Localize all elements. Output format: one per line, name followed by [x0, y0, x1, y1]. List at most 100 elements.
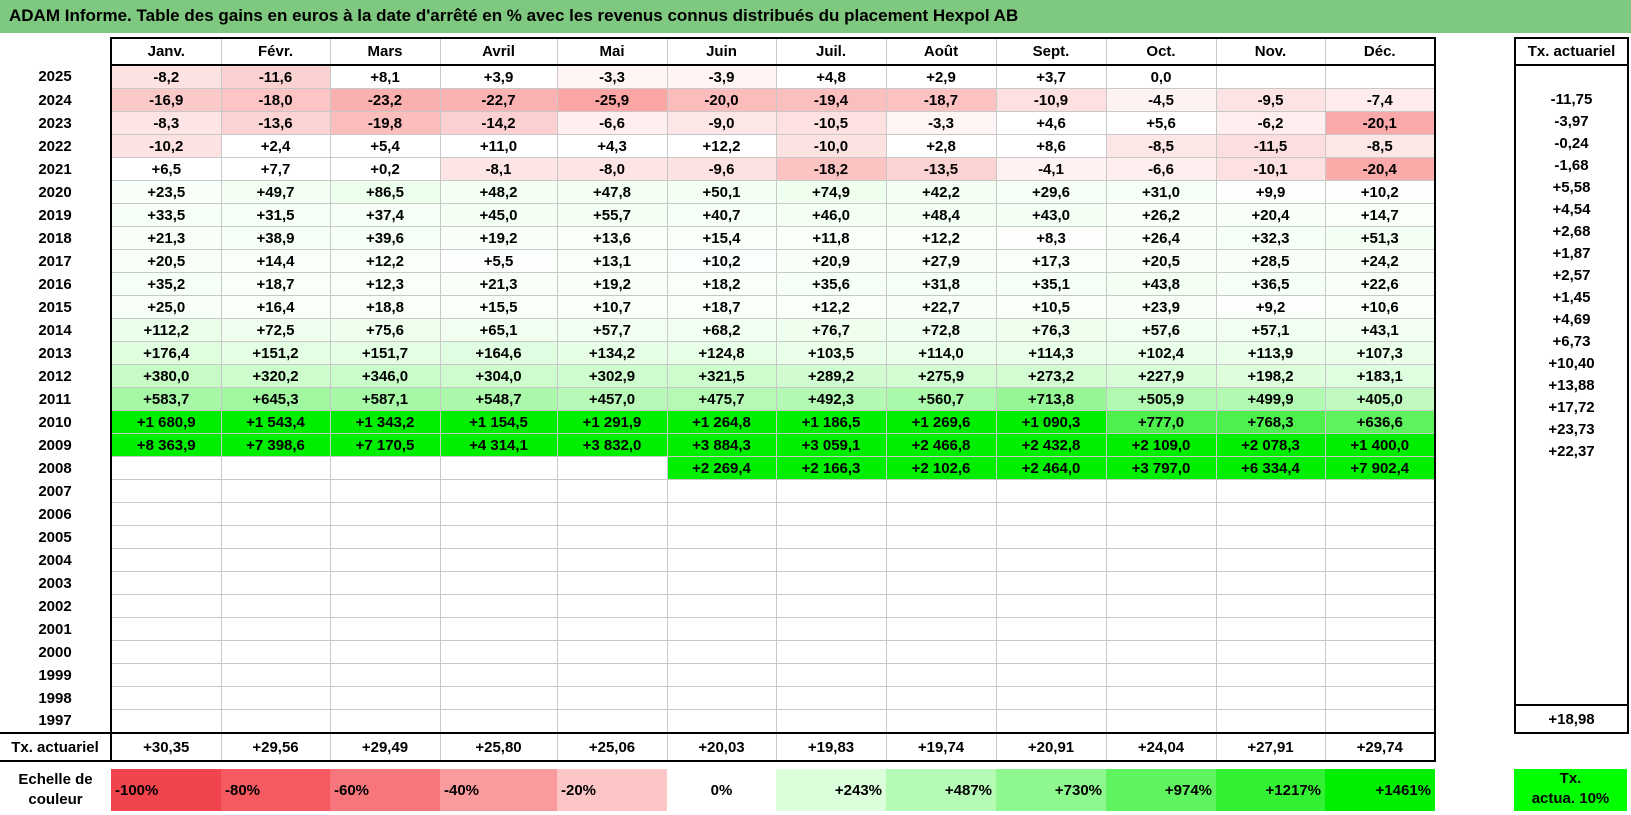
gain-cell — [110, 640, 222, 664]
gain-cell — [329, 617, 441, 641]
table-row: 2024 -16,9 -18,0 -23,2 -22,7 -25,9 -20,0 -19,4-… — [0, 88, 1436, 112]
actuarial-rate-cell: +4,54 — [1514, 198, 1629, 220]
gain-cell: +183,1 — [1324, 364, 1436, 388]
gain-cell — [995, 640, 1107, 664]
side-row — [1514, 65, 1629, 88]
gain-cell: +45,0 — [439, 203, 558, 227]
gain-cell: +103,5 — [775, 341, 887, 365]
gain-cell: +289,2 — [775, 364, 887, 388]
gain-cell: +72,8 — [885, 318, 997, 342]
gain-cell — [1324, 525, 1436, 549]
actuarial-rate-cell: +17,72 — [1514, 396, 1629, 418]
gain-cell: +13,1 — [556, 249, 668, 273]
gain-cell: +43,1 — [1324, 318, 1436, 342]
gain-cell: +2 269,4 — [666, 456, 777, 480]
gain-cell: +50,1 — [666, 180, 777, 204]
gain-cell — [1105, 571, 1217, 595]
gain-cell — [220, 571, 331, 595]
gain-cell: +11,0 — [439, 134, 558, 158]
gain-cell: +31,5 — [220, 203, 331, 227]
actuarial-rate-cell: -1,68 — [1514, 154, 1629, 176]
gain-cell: +2 078,3 — [1215, 433, 1326, 457]
gain-cell — [775, 640, 887, 664]
gain-cell: +2 166,3 — [775, 456, 887, 480]
gain-cell: +38,9 — [220, 226, 331, 250]
gain-cell — [439, 456, 558, 480]
gain-cell: +380,0 — [110, 364, 222, 388]
gain-cell — [1105, 548, 1217, 572]
gain-cell: +1 186,5 — [775, 410, 887, 434]
gain-cell: +18,8 — [329, 295, 441, 319]
side-header-row: Tx. actuariel — [1514, 37, 1629, 66]
actuarial-rate-cell — [1514, 65, 1629, 88]
table-row: 2020 +23,5 +49,7 +86,5 +48,2 +47,8 +50,1 +74,9 +… — [0, 180, 1436, 204]
year-label: 2003 — [0, 571, 112, 595]
gain-cell: +8,1 — [329, 64, 441, 89]
gain-cell — [329, 663, 441, 687]
gain-cell: +25,0 — [110, 295, 222, 319]
gain-cell: +2,9 — [885, 64, 997, 89]
actuarial-rate-cell — [1514, 484, 1629, 506]
gain-cell: +65,1 — [439, 318, 558, 342]
color-scale-swatch: +243% — [776, 769, 886, 811]
gain-cell: +18,7 — [666, 295, 777, 319]
gain-cell — [1215, 709, 1326, 734]
gain-cell — [995, 571, 1107, 595]
gain-cell: +475,7 — [666, 387, 777, 411]
gain-cell — [439, 502, 558, 526]
gain-cell — [439, 479, 558, 503]
month-header: Mai — [556, 37, 668, 66]
gain-cell: +777,0 — [1105, 410, 1217, 434]
gain-cell — [220, 617, 331, 641]
color-scale-swatch: +1461% — [1325, 769, 1435, 811]
table-row: 2025 -8,2 -11,6 +8,1 +3,9 -3,3 -3,9 +4,8 +2,9 +3,… — [0, 64, 1436, 89]
side-row — [1514, 638, 1629, 660]
gain-cell — [1215, 571, 1326, 595]
year-label: 2018 — [0, 226, 112, 250]
side-row: +17,72 — [1514, 396, 1629, 418]
gain-cell: +3 832,0 — [556, 433, 668, 457]
actuarial-rate-cell — [1514, 638, 1629, 660]
gain-cell: -19,8 — [329, 111, 441, 135]
actuarial-rate-column: Tx. actuariel -11,75 -3,97 -0,24 -1,68 +5,58 +… — [1514, 37, 1629, 734]
year-label: 2023 — [0, 111, 112, 135]
gain-cell: -3,3 — [885, 111, 997, 135]
actuarial-rate-cell: +10,40 — [1514, 352, 1629, 374]
gain-cell: +3 797,0 — [1105, 456, 1217, 480]
gain-cell — [995, 479, 1107, 503]
gain-cell: +10,7 — [556, 295, 668, 319]
gain-cell — [556, 640, 668, 664]
gain-cell: -10,1 — [1215, 157, 1326, 181]
gain-cell: +21,3 — [439, 272, 558, 296]
actuarial-rate-label: Tx. actuariel — [0, 732, 112, 762]
gain-cell: +2 102,6 — [885, 456, 997, 480]
gain-cell: +8,3 — [995, 226, 1107, 250]
actuarial-rate-cell: -0,24 — [1514, 132, 1629, 154]
gain-cell — [220, 594, 331, 618]
gain-cell — [556, 548, 668, 572]
side-row — [1514, 462, 1629, 484]
color-scale-swatch: -80% — [221, 769, 330, 811]
gain-cell: +49,7 — [220, 180, 331, 204]
gain-cell: +7 902,4 — [1324, 456, 1436, 480]
gain-cell: +2 432,8 — [995, 433, 1107, 457]
gain-cell: +51,3 — [1324, 226, 1436, 250]
gain-cell — [110, 548, 222, 572]
gain-cell — [666, 525, 777, 549]
gain-cell — [1215, 617, 1326, 641]
gain-cell: +15,4 — [666, 226, 777, 250]
gain-cell: -19,4 — [775, 88, 887, 112]
gain-cell: +74,9 — [775, 180, 887, 204]
gain-cell: +346,0 — [329, 364, 441, 388]
gain-cell: +151,7 — [329, 341, 441, 365]
actuarial-rate-cell — [1514, 462, 1629, 484]
gain-cell — [556, 456, 668, 480]
gain-cell: +76,3 — [995, 318, 1107, 342]
gain-cell — [775, 571, 887, 595]
gain-cell: +48,4 — [885, 203, 997, 227]
gain-cell — [1105, 525, 1217, 549]
table-row: 2009 +8 363,9 +7 398,6 +7 170,5 +4 314,1 +3 8… — [0, 433, 1436, 457]
side-row — [1514, 506, 1629, 528]
gain-cell — [1215, 502, 1326, 526]
gain-cell: +114,0 — [885, 341, 997, 365]
